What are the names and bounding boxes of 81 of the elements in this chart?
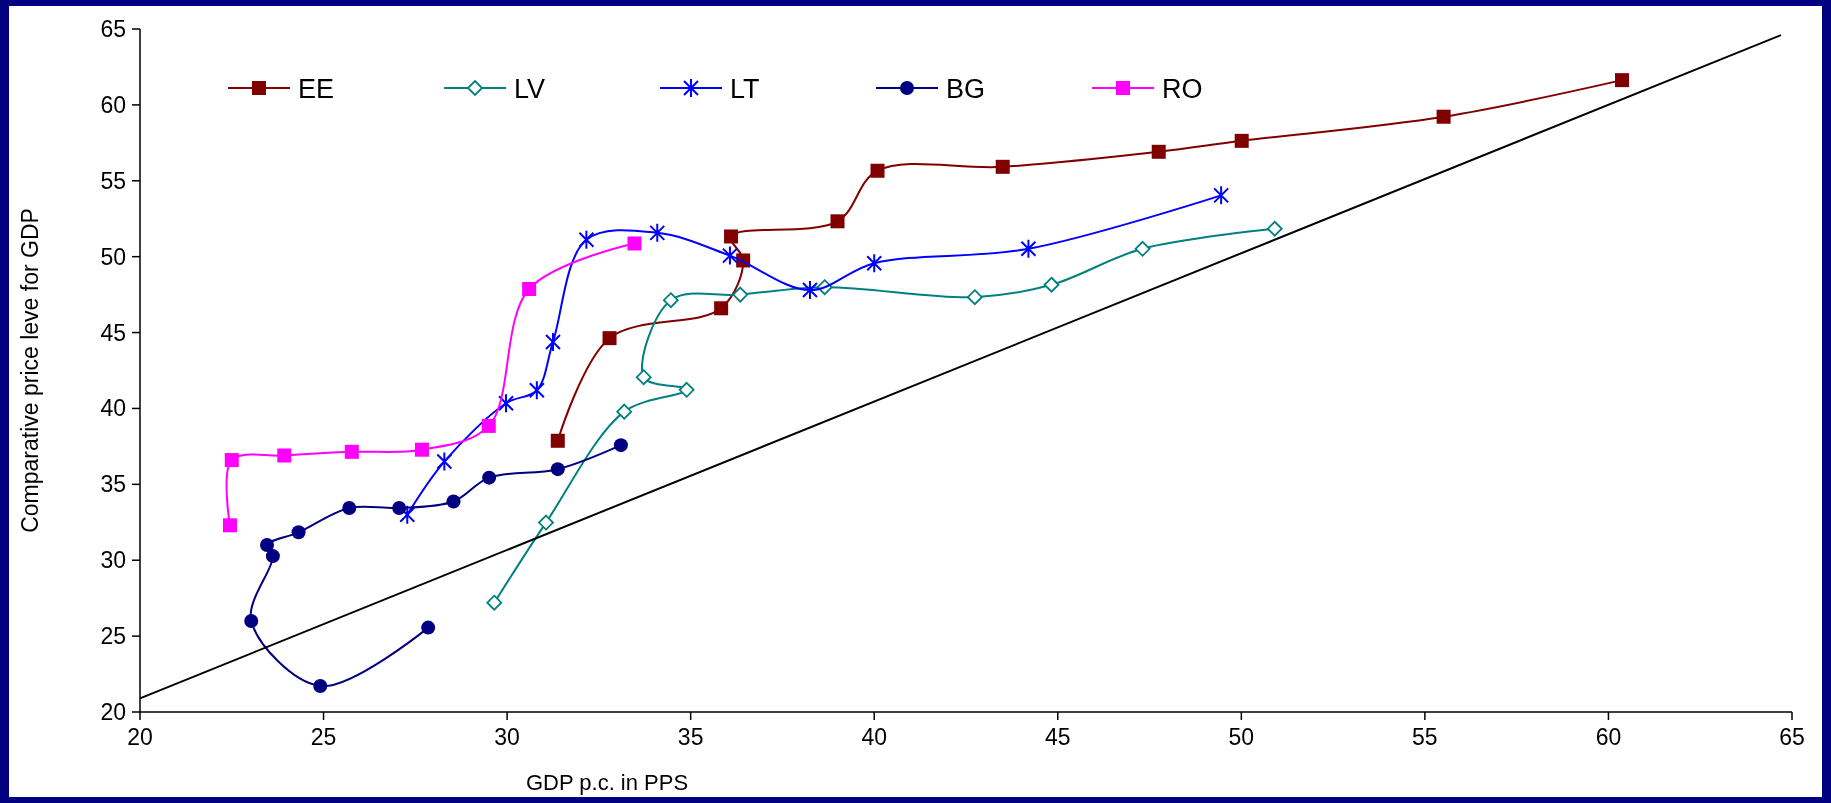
point: [1213, 185, 1230, 206]
y-axis-title: Comparative price leve for GDP: [17, 208, 43, 533]
y-tick-label: 40: [100, 395, 126, 422]
x-axis-title: GDP p.c. in PPS: [525, 770, 689, 795]
point: [421, 620, 436, 635]
point: [1151, 144, 1166, 159]
point: [550, 462, 565, 477]
point: [538, 514, 554, 531]
y-tick-label: 60: [100, 91, 126, 118]
point: [486, 594, 503, 611]
point: [602, 331, 617, 346]
point: [1615, 73, 1630, 88]
point: [678, 381, 695, 398]
point: [482, 470, 497, 485]
y-tick-label: 20: [100, 699, 126, 725]
x-tick-label: 45: [1044, 724, 1071, 750]
point: [344, 444, 359, 459]
y-tick-label: 65: [100, 16, 126, 42]
point: [966, 289, 983, 306]
x-tick-label: 20: [127, 724, 153, 750]
y-tick-label: 25: [100, 623, 126, 650]
point: [649, 222, 666, 243]
point: [277, 448, 292, 463]
point: [613, 438, 628, 453]
point: [578, 229, 595, 250]
x-tick-label: 65: [1779, 724, 1805, 750]
legend-label: LV: [514, 74, 546, 104]
point: [244, 613, 259, 628]
point: [498, 393, 515, 414]
point: [414, 442, 429, 457]
x-tick-label: 25: [310, 724, 337, 750]
point: [1020, 238, 1037, 259]
point: [436, 451, 453, 472]
point: [224, 453, 239, 468]
point: [342, 501, 357, 516]
x-tick-label: 40: [861, 724, 888, 750]
y-tick-label: 55: [100, 167, 126, 194]
point: [260, 538, 275, 553]
point: [995, 159, 1010, 174]
point: [866, 253, 883, 274]
point: [662, 292, 679, 309]
point: [545, 331, 561, 352]
point: [1266, 220, 1283, 237]
point: [721, 245, 738, 266]
point: [550, 433, 565, 448]
point: [627, 236, 642, 251]
x-tick-label: 50: [1228, 724, 1255, 750]
x-tick-label: 30: [494, 724, 520, 750]
point: [1234, 133, 1249, 148]
x-tick-label: 35: [677, 724, 704, 750]
point: [870, 163, 885, 178]
point: [392, 501, 407, 516]
point: [801, 280, 818, 301]
legend-label: BG: [946, 74, 986, 104]
x-tick-label: 60: [1595, 724, 1622, 750]
point: [399, 504, 416, 525]
point: [635, 369, 652, 386]
point: [830, 214, 845, 229]
y-tick-label: 30: [100, 547, 126, 574]
point: [714, 301, 729, 316]
point: [481, 418, 496, 433]
point: [313, 679, 328, 694]
point: [265, 549, 280, 564]
point: [528, 380, 545, 401]
y-tick-label: 50: [100, 243, 126, 270]
point: [522, 282, 537, 296]
y-tick-label: 35: [100, 471, 126, 498]
point: [446, 494, 461, 509]
point: [732, 286, 749, 303]
legend-label: EE: [298, 74, 335, 104]
legend-label: RO: [1162, 74, 1203, 104]
point: [616, 403, 633, 420]
y-tick-label: 45: [100, 319, 126, 346]
x-tick-label: 55: [1412, 724, 1438, 750]
point: [1436, 109, 1451, 124]
point: [1043, 276, 1060, 293]
point: [291, 525, 306, 540]
point: [1134, 240, 1151, 257]
legend-label: LT: [730, 74, 760, 104]
point: [724, 229, 739, 244]
point: [222, 518, 237, 533]
